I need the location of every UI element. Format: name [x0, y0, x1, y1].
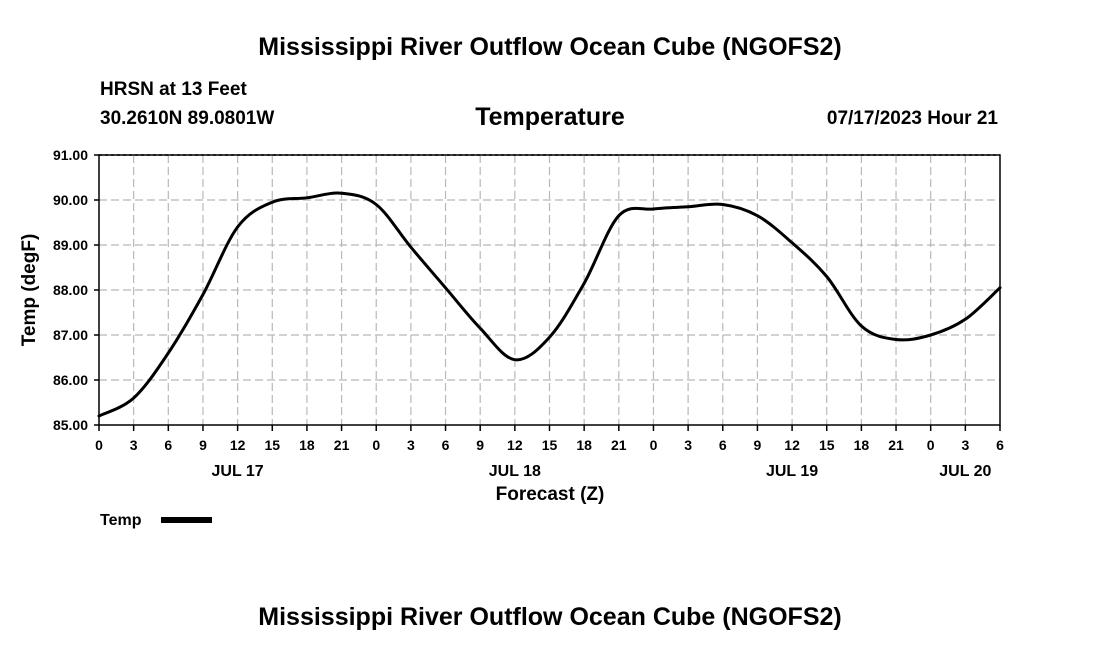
- x-tick-label: 0: [927, 437, 935, 453]
- x-tick-label: 3: [130, 437, 138, 453]
- y-tick-label: 90.00: [53, 192, 88, 208]
- x-tick-label: 3: [961, 437, 969, 453]
- date-label: JUL 20: [939, 463, 991, 480]
- x-tick-label: 3: [684, 437, 692, 453]
- y-tick-label: 89.00: [53, 237, 88, 253]
- footer-title: Mississippi River Outflow Ocean Cube (NG…: [258, 603, 841, 631]
- x-tick-label: 6: [719, 437, 727, 453]
- x-tick-label: 9: [476, 437, 484, 453]
- station-name: HRSN at 13 Feet: [100, 79, 247, 100]
- x-tick-label: 21: [334, 437, 350, 453]
- date-label: JUL 17: [212, 463, 264, 480]
- x-tick-label: 18: [854, 437, 870, 453]
- date-label: JUL 19: [766, 463, 818, 480]
- y-axis: 85.00 86.00 87.00 88.00 89.00 90.00 91.00: [53, 147, 99, 433]
- date-label: JUL 18: [489, 463, 541, 480]
- station-coords: 30.2610N 89.0801W: [100, 108, 274, 129]
- x-tick-label: 15: [264, 437, 280, 453]
- grid: [99, 154, 1000, 425]
- y-tick-label: 86.00: [53, 372, 88, 388]
- x-tick-label: 6: [442, 437, 450, 453]
- temp-series-line: [97, 191, 1002, 418]
- x-tick-label: 9: [754, 437, 762, 453]
- x-tick-label: 0: [372, 437, 380, 453]
- y-axis-label: Temp (degF): [19, 234, 40, 347]
- x-axis-label: Forecast (Z): [496, 484, 605, 505]
- x-tick-label: 12: [507, 437, 523, 453]
- main-title: Mississippi River Outflow Ocean Cube (NG…: [258, 33, 841, 61]
- y-tick-label: 91.00: [53, 147, 88, 163]
- x-tick-label: 21: [611, 437, 627, 453]
- x-tick-label: 0: [95, 437, 103, 453]
- legend-label: Temp: [100, 512, 142, 529]
- x-tick-label: 6: [164, 437, 172, 453]
- y-tick-label: 87.00: [53, 327, 88, 343]
- x-tick-label: 9: [199, 437, 207, 453]
- forecast-datetime: 07/17/2023 Hour 21: [827, 108, 999, 129]
- chart-title: Temperature: [475, 103, 625, 131]
- x-tick-label: 3: [407, 437, 415, 453]
- x-tick-label: 15: [542, 437, 558, 453]
- x-tick-label: 0: [650, 437, 658, 453]
- x-tick-label: 12: [784, 437, 800, 453]
- x-tick-label: 12: [230, 437, 246, 453]
- x-tick-label: 18: [299, 437, 315, 453]
- x-tick-label: 21: [888, 437, 904, 453]
- x-tick-label: 18: [576, 437, 592, 453]
- y-tick-label: 88.00: [53, 282, 88, 298]
- y-tick-label: 85.00: [53, 417, 88, 433]
- date-labels: JUL 17 JUL 18 JUL 19 JUL 20: [212, 463, 992, 480]
- x-tick-label: 15: [819, 437, 835, 453]
- x-axis: 0 3 6 9 12 15 18 21 0 3 6 9 12 15 18 21 0 3 6 9 12 15 18 21 0 3 6: [95, 425, 1004, 453]
- x-tick-label: 6: [996, 437, 1004, 453]
